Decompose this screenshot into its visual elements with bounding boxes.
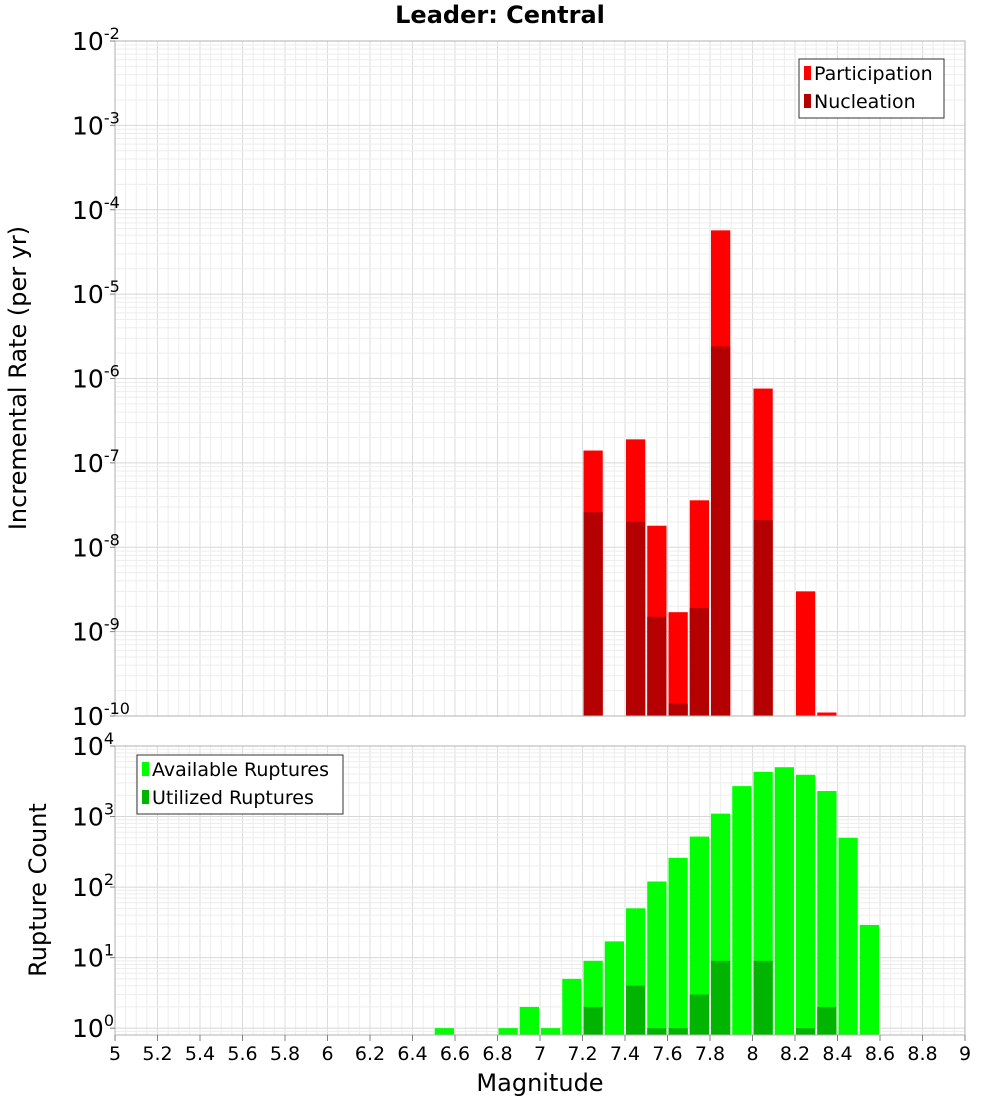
count-bar-available <box>774 767 794 1035</box>
x-tick-label: 5.6 <box>227 1043 257 1065</box>
count-legend-swatch <box>142 790 149 804</box>
x-tick-label: 6.2 <box>355 1043 385 1065</box>
rate-legend-label: Participation <box>814 63 933 85</box>
count-y-tick-label: 102 <box>72 870 114 902</box>
x-tick-label: 8.2 <box>780 1043 810 1065</box>
count-y-tick-label: 104 <box>72 729 114 761</box>
count-y-tick-label: 101 <box>72 941 114 973</box>
x-tick-label: 5.2 <box>142 1043 172 1065</box>
count-bar-utilized <box>668 1028 688 1035</box>
count-bar-utilized <box>817 1006 837 1035</box>
x-tick-label: 6.4 <box>397 1043 427 1065</box>
x-tick-label: 7.4 <box>610 1043 640 1065</box>
count-bar-utilized <box>796 1028 816 1035</box>
count-y-tick-label: 100 <box>72 1011 114 1043</box>
count-bar-available <box>689 836 709 1035</box>
x-tick-label: 9 <box>959 1043 971 1065</box>
count-bar-utilized <box>711 960 731 1035</box>
rate-legend <box>798 58 945 119</box>
rate-legend-swatch <box>804 94 811 108</box>
x-tick-label: 8.8 <box>907 1043 937 1065</box>
x-tick-label: 6.6 <box>440 1043 470 1065</box>
rate-y-tick-label: 10-2 <box>72 24 120 56</box>
x-tick-labels: 5 5.2 5.4 5.6 5.8 6 6.2 6.4 6.6 6.8 7 7.2 7.4 7.6 7.8 8… <box>109 1035 971 1065</box>
rate-y-tick-label: 10-10 <box>72 699 130 731</box>
x-tick-label: 6 <box>321 1043 333 1065</box>
count-bar-available <box>668 857 688 1035</box>
count-bar-utilized <box>583 1006 603 1035</box>
x-tick-label: 7.8 <box>695 1043 725 1065</box>
bottom-y-axis-label: Rupture Count <box>24 803 52 977</box>
count-bar-utilized <box>689 994 709 1035</box>
rate-bar-nucleation <box>583 512 603 716</box>
x-tick-label: 7.6 <box>652 1043 682 1065</box>
x-tick-label: 5.4 <box>185 1043 215 1065</box>
x-tick-label: 7.2 <box>567 1043 597 1065</box>
count-bar-utilized <box>753 960 773 1035</box>
count-legend-swatch <box>142 762 149 776</box>
rate-bar-nucleation <box>647 616 667 716</box>
count-bar-available <box>434 1028 454 1035</box>
count-legend-label: Available Ruptures <box>152 759 329 781</box>
top-y-axis-label: Incremental Rate (per yr) <box>4 226 32 530</box>
count-bar-available <box>519 1006 539 1035</box>
rate-bar-participation <box>817 712 837 716</box>
rate-y-tick-label: 10-7 <box>72 446 120 478</box>
x-axis-label: Magnitude <box>476 1069 603 1097</box>
rate-panel: 10-10 10-9 10-8 10-7 10-6 10-5 10-4 10-3 10-2 Par… <box>72 24 966 731</box>
count-bar-available <box>796 774 816 1035</box>
rate-bar-nucleation <box>668 703 688 716</box>
count-y-tick-label: 103 <box>72 800 114 832</box>
rate-bar-nucleation <box>689 608 709 716</box>
rate-bar-nucleation <box>626 521 646 716</box>
rate-legend-label: Nucleation <box>814 91 916 113</box>
rate-y-tick-label: 10-3 <box>72 108 120 140</box>
x-tick-label: 8.6 <box>865 1043 895 1065</box>
rate-y-tick-label: 10-6 <box>72 362 120 394</box>
rate-bar-participation <box>796 591 816 716</box>
count-bar-available <box>498 1028 518 1035</box>
x-tick-label: 8 <box>746 1043 758 1065</box>
x-tick-label: 7 <box>534 1043 546 1065</box>
rate-y-tick-label: 10-4 <box>72 193 120 225</box>
rate-bar-nucleation <box>753 520 773 716</box>
rate-bar-participation <box>668 612 688 716</box>
x-tick-label: 5.8 <box>270 1043 300 1065</box>
count-bar-utilized <box>626 985 646 1035</box>
count-bar-available <box>604 941 624 1035</box>
count-legend <box>136 754 344 815</box>
rate-y-tick-label: 10-5 <box>72 277 120 309</box>
count-bar-available <box>838 837 858 1035</box>
count-bar-available <box>647 881 667 1035</box>
rate-legend-swatch <box>804 66 811 80</box>
count-bar-available <box>541 1028 561 1035</box>
x-tick-label: 8.4 <box>822 1043 852 1065</box>
x-tick-label: 5 <box>109 1043 121 1065</box>
x-tick-label: 6.8 <box>482 1043 512 1065</box>
count-bar-available <box>859 925 879 1035</box>
count-bar-available <box>562 978 582 1035</box>
rate-y-tick-label: 10-9 <box>72 615 120 647</box>
rate-bar-nucleation <box>711 346 731 716</box>
count-panel: 100 101 102 103 104 Available Ruptures Utilize… <box>72 729 966 1043</box>
count-bar-utilized <box>647 1028 667 1035</box>
count-bar-available <box>732 786 752 1035</box>
chart-title: Leader: Central <box>395 1 605 29</box>
rate-y-tick-label: 10-8 <box>72 530 120 562</box>
count-legend-label: Utilized Ruptures <box>152 787 314 809</box>
count-bar-available <box>817 791 837 1035</box>
